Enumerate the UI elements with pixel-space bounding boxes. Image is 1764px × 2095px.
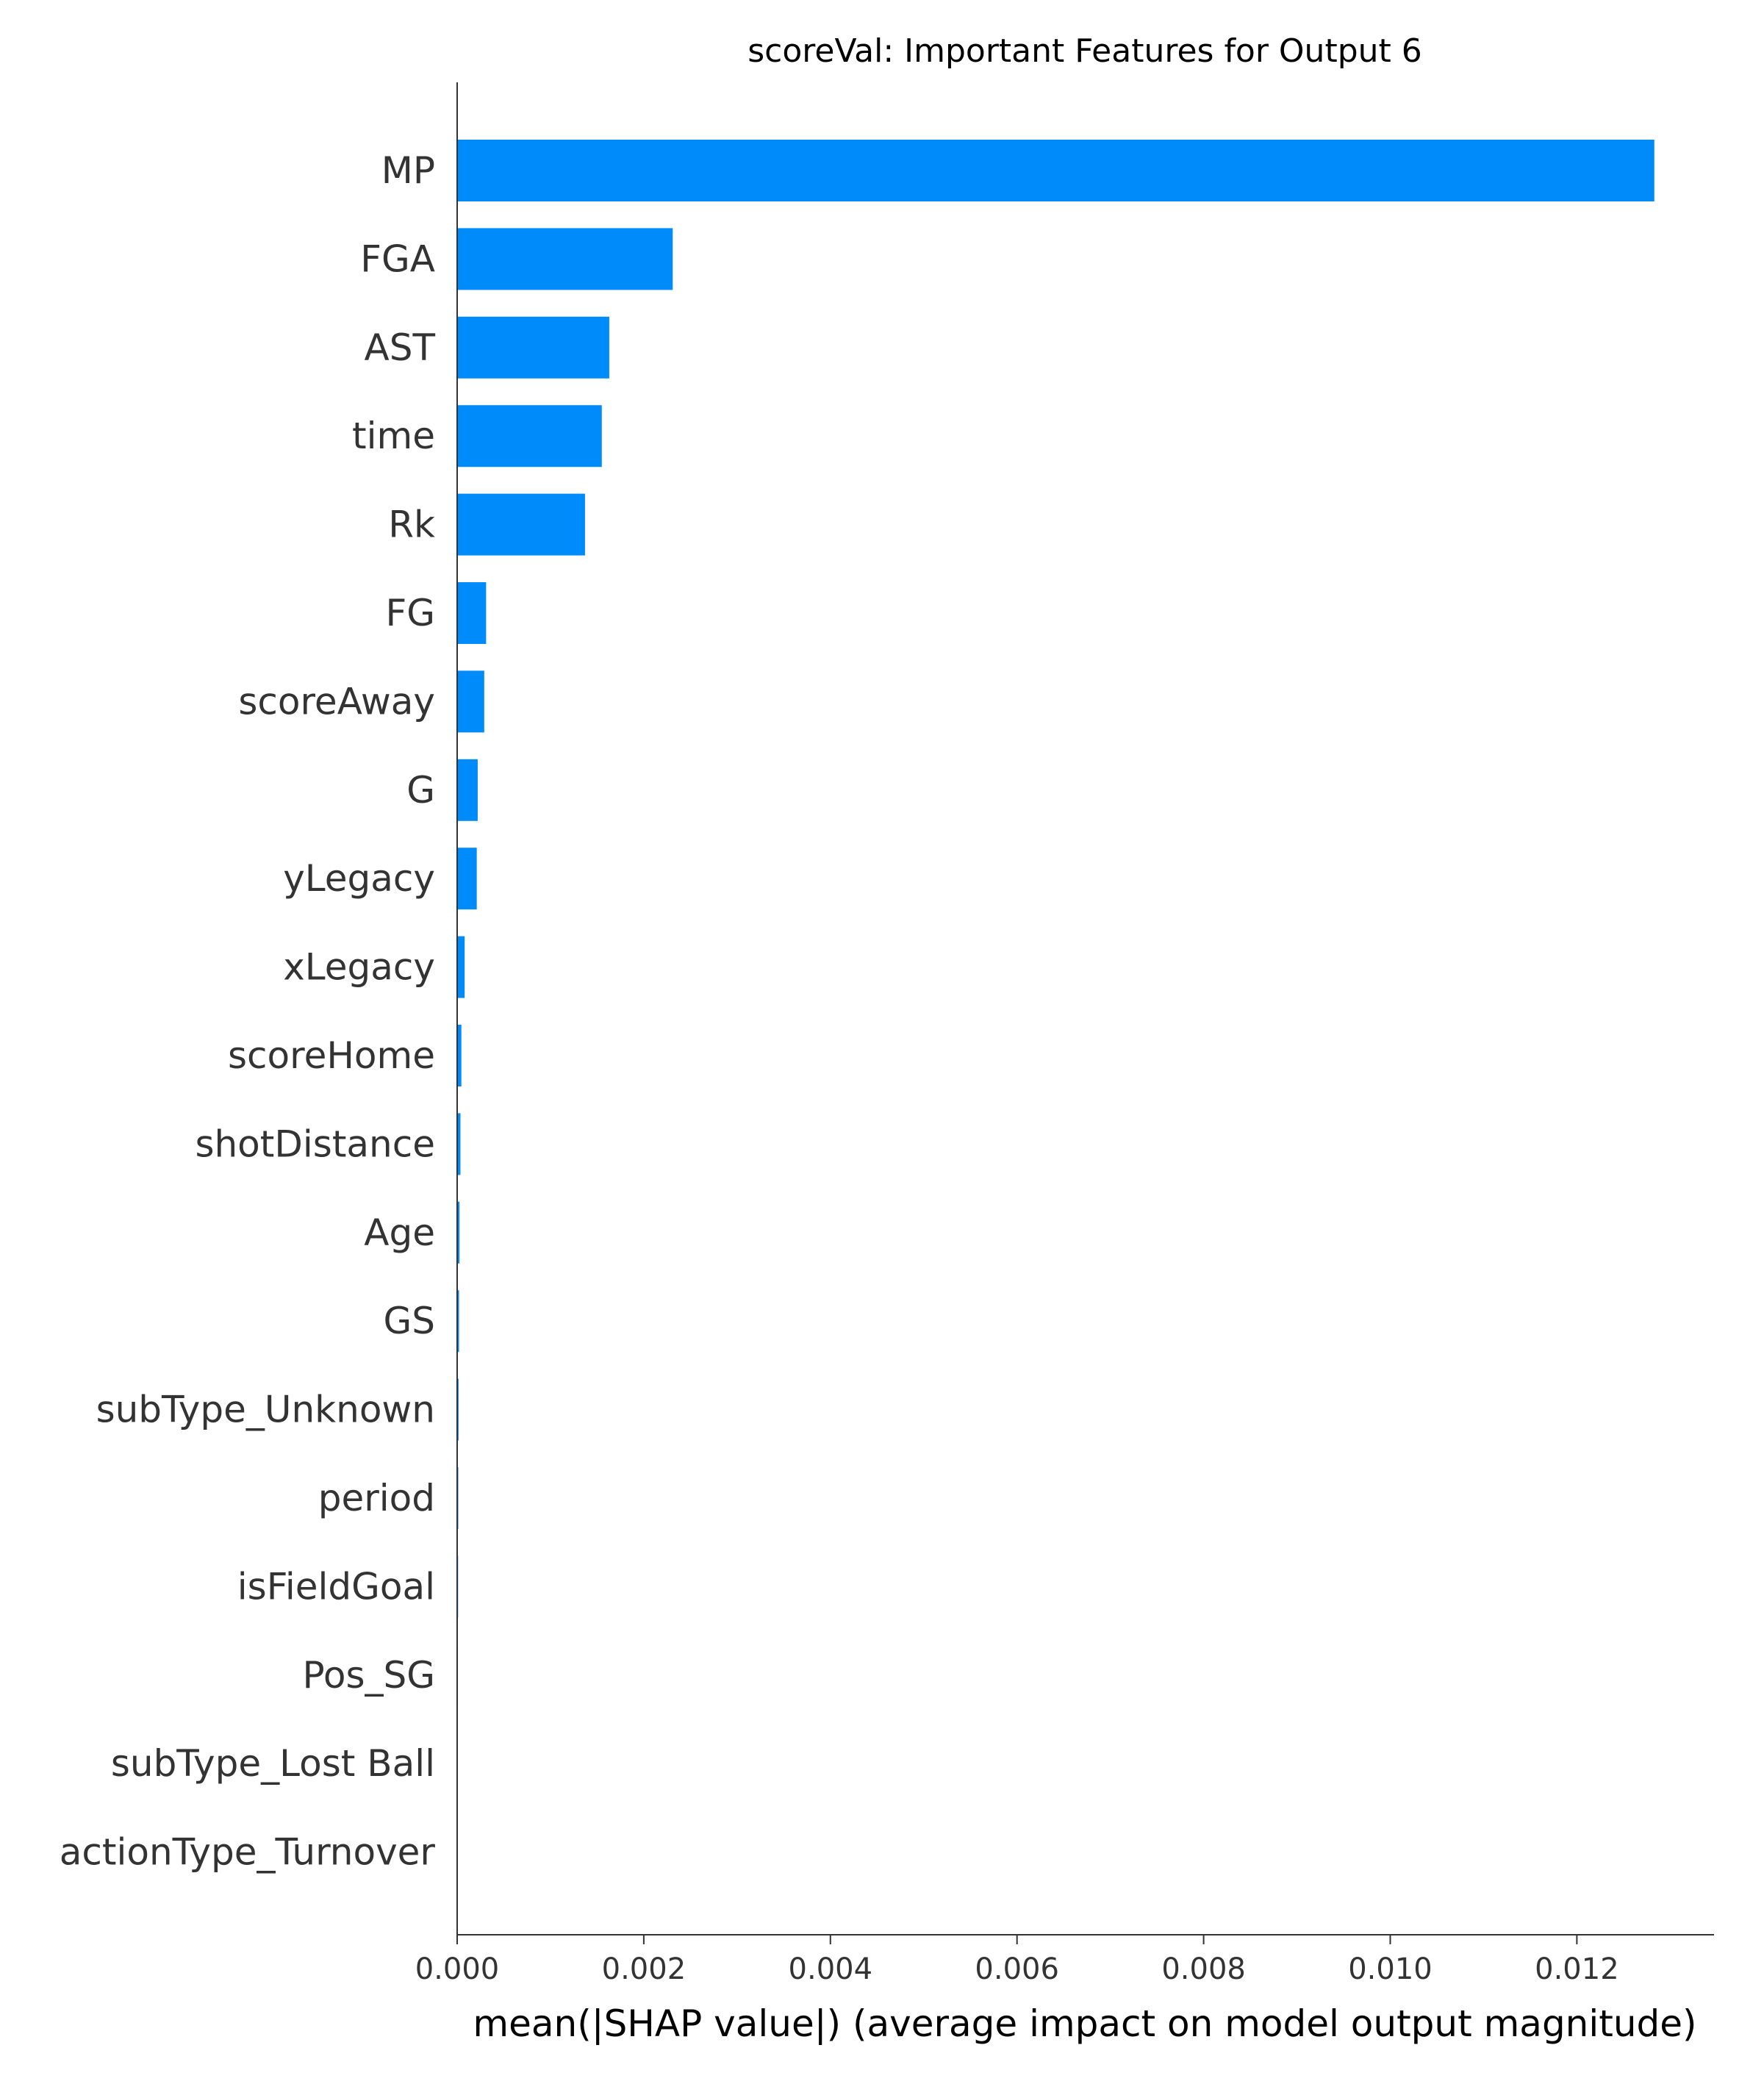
bar-time	[457, 405, 602, 468]
y-label-isfieldgoal: isFieldGoal	[237, 1565, 435, 1608]
y-label-time: time	[352, 415, 435, 457]
y-label-shotdistance: shotDistance	[195, 1122, 435, 1165]
y-label-period: period	[318, 1477, 435, 1519]
y-label-rk: Rk	[388, 504, 435, 546]
y-label-subtype-unknown: subType_Unknown	[96, 1389, 435, 1431]
bar-g	[457, 759, 478, 821]
bar-scorehome	[457, 1025, 462, 1086]
y-label-gs: GS	[384, 1300, 435, 1342]
x-tick-label: 0.008	[1161, 1952, 1246, 1986]
y-label-fg: FG	[385, 592, 435, 634]
bar-mp	[457, 140, 1654, 201]
chart-title: scoreVal: Important Features for Output …	[747, 32, 1422, 70]
y-label-g: G	[406, 769, 435, 812]
y-label-mp: MP	[381, 149, 435, 192]
x-tick-label: 0.002	[602, 1952, 686, 1986]
y-label-age: Age	[364, 1211, 435, 1254]
y-label-scoreaway: scoreAway	[238, 680, 435, 723]
x-tick-label: 0.000	[415, 1952, 500, 1986]
x-tick-label: 0.004	[789, 1952, 873, 1986]
bar-shotdistance	[457, 1113, 461, 1175]
bars-group	[457, 140, 1654, 1883]
bar-fga	[457, 228, 673, 290]
bar-xlegacy	[457, 936, 465, 998]
x-axis-label: mean(|SHAP value|) (average impact on mo…	[473, 2002, 1696, 2045]
y-label-xlegacy: xLegacy	[283, 946, 435, 989]
x-tick-label: 0.012	[1535, 1952, 1619, 1986]
x-ticks-group: 0.000 0.002 0.004 0.006 0.008 0.010 0.012	[415, 1935, 1619, 1986]
bar-scoreaway	[457, 670, 484, 733]
y-label-fga: FGA	[360, 237, 435, 280]
x-tick-label: 0.010	[1348, 1952, 1433, 1986]
y-label-ast: AST	[365, 326, 436, 369]
y-label-actiontype-turnover: actionType_Turnover	[60, 1831, 436, 1874]
y-label-ylegacy: yLegacy	[283, 857, 435, 900]
y-label-subtype-lost-ball: subType_Lost Ball	[111, 1742, 435, 1785]
bar-gs	[457, 1290, 459, 1353]
bar-rk	[457, 493, 585, 556]
bar-fg	[457, 582, 487, 644]
y-label-scorehome: scoreHome	[228, 1034, 435, 1077]
bar-ylegacy	[457, 848, 477, 910]
y-label-pos-sg: Pos_SG	[303, 1654, 436, 1697]
bar-ast	[457, 316, 609, 379]
x-tick-label: 0.006	[975, 1952, 1059, 1986]
bar-age	[457, 1201, 460, 1264]
